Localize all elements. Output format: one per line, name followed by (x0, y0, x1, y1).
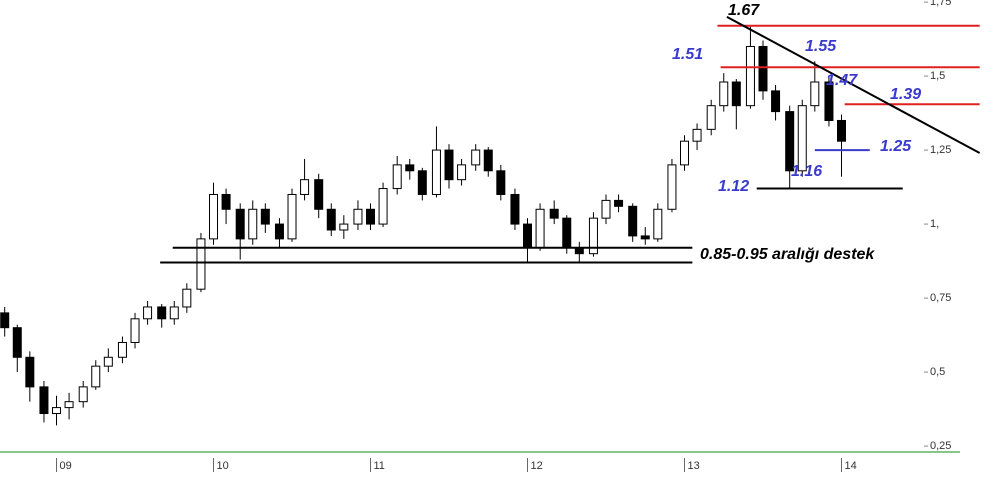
candle-body (771, 90, 781, 113)
annotation: 1.55 (805, 38, 837, 55)
candle-body (248, 208, 258, 240)
candle-body (523, 223, 533, 249)
candle-body (300, 179, 310, 195)
candle-body (353, 208, 363, 225)
candle-body (157, 306, 167, 320)
candle-body (549, 208, 559, 219)
candle-body (731, 81, 741, 107)
annotation: 0.85-0.95 aralığı destek (700, 246, 875, 263)
candle-body (719, 81, 729, 107)
candle-body (392, 164, 402, 190)
candle-body (614, 199, 624, 207)
candle-body (169, 306, 179, 320)
candle-body (25, 356, 35, 388)
candle-body (785, 111, 795, 172)
candle-body (431, 149, 441, 195)
annotation: 1.12 (718, 178, 749, 195)
x-tick-label: 14 (845, 460, 857, 472)
y-tick-label: 1,25 (930, 144, 951, 156)
candle-body (326, 208, 336, 231)
candle-body (667, 164, 677, 210)
y-tick-label: 0,75 (930, 292, 951, 304)
annotation: 1.67 (728, 2, 760, 19)
candle-body (810, 81, 820, 107)
x-tick-label: 13 (688, 460, 700, 472)
annotation: 1.16 (791, 163, 822, 180)
candle-body (274, 223, 284, 240)
candle-body (235, 208, 245, 240)
annotation: 1.39 (890, 86, 921, 103)
candle-body (640, 235, 650, 240)
candle-body (628, 205, 638, 237)
candle-body (745, 45, 755, 107)
candle-body (130, 318, 140, 343)
candle-body (221, 193, 231, 210)
candle-body (12, 327, 22, 358)
candle-body (588, 217, 598, 255)
candle-body (417, 170, 427, 195)
y-tick-label: 0,25 (930, 440, 951, 452)
candle-body (117, 341, 127, 358)
candle-body (196, 238, 206, 290)
candle-body (692, 128, 702, 142)
trend-line (726, 15, 981, 154)
candle-body (339, 223, 349, 231)
annotation: 1.47 (826, 72, 858, 89)
candle-body (680, 140, 690, 166)
candle-body (837, 119, 847, 142)
candle-body (143, 306, 153, 320)
candle-body (209, 193, 219, 240)
candle-body (601, 199, 611, 219)
x-tick-label: 10 (217, 460, 229, 472)
y-tick-label: 0,5 (930, 366, 945, 378)
y-tick-label: 1, (930, 218, 939, 230)
candle-body (314, 179, 324, 210)
x-tick-label: 09 (60, 460, 72, 472)
x-tick-label: 11 (374, 460, 385, 472)
candle-body (758, 45, 768, 92)
candle-body (103, 356, 113, 367)
candle-body (457, 164, 467, 181)
candle-body (496, 170, 506, 195)
candle-body (64, 401, 74, 409)
candle-body (39, 386, 49, 415)
candle-body (378, 188, 388, 225)
candle-body (287, 193, 297, 240)
candle-body (182, 288, 192, 308)
annotation: 1.51 (672, 46, 703, 63)
y-tick-label: 1,5 (930, 70, 945, 82)
candle-body (562, 217, 572, 249)
candle-body (366, 208, 376, 225)
candle-body (471, 149, 481, 166)
candle-body (824, 81, 834, 121)
candle-body (535, 208, 545, 249)
candle-body (260, 208, 270, 225)
candle-body (405, 164, 415, 172)
y-tick-label: 1,75 (930, 0, 951, 8)
candle-body (510, 193, 520, 225)
candle-body (483, 149, 493, 172)
x-tick-label: 12 (531, 460, 543, 472)
candle-body (797, 105, 807, 172)
candle-body (91, 365, 101, 388)
candle-body (52, 407, 62, 415)
candle-body (444, 149, 454, 181)
annotation: 1.25 (880, 138, 912, 155)
candle-body (0, 312, 10, 329)
candle-body (653, 208, 663, 240)
candle-body (706, 105, 716, 130)
candle-body (78, 386, 88, 403)
